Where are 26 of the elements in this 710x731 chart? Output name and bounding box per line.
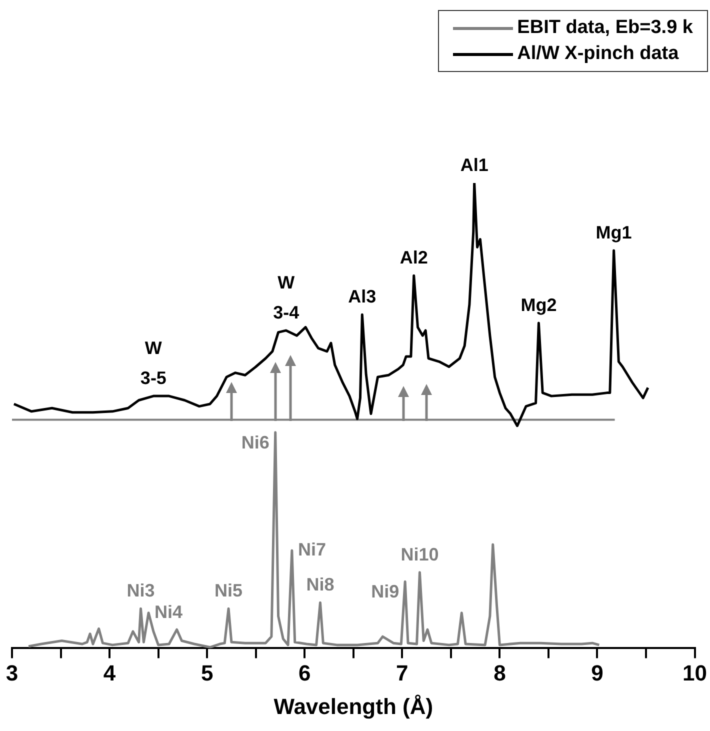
annotation: Ni4	[154, 602, 183, 622]
annotation: Ni6	[241, 432, 270, 452]
annotation: Ni8	[306, 574, 334, 595]
x-tick-label: 7	[396, 660, 408, 686]
annotation: Al2	[400, 248, 428, 268]
annotation: Ni7	[298, 539, 326, 560]
annotation: Ni10	[400, 544, 439, 564]
annotation: Mg2	[520, 294, 557, 315]
legend-label: EBIT data, Eb=3.9 k	[517, 16, 693, 40]
x-tick-label: 4	[103, 660, 116, 686]
annotation: Al3	[348, 286, 376, 307]
annotation: Ni3	[126, 580, 155, 601]
annotation: Al1	[460, 154, 488, 175]
legend-label: Al/W X-pinch data	[517, 42, 679, 66]
x-tick-label: 3	[6, 660, 18, 686]
annotation: Mg1	[596, 222, 632, 242]
x-axis-title: Wavelength (Å)	[274, 694, 434, 719]
x-tick-label: 8	[494, 660, 506, 686]
annotation: Ni9	[371, 582, 400, 602]
annotation: Ni5	[214, 580, 243, 601]
x-tick-label: 5	[200, 660, 214, 686]
x-tick-label: 6	[298, 660, 311, 686]
x-tick-label: 9	[591, 660, 604, 686]
annotation: W 3-5	[140, 338, 166, 388]
x-tick-label: 10	[682, 660, 708, 686]
annotation: W 3-4	[273, 272, 300, 322]
